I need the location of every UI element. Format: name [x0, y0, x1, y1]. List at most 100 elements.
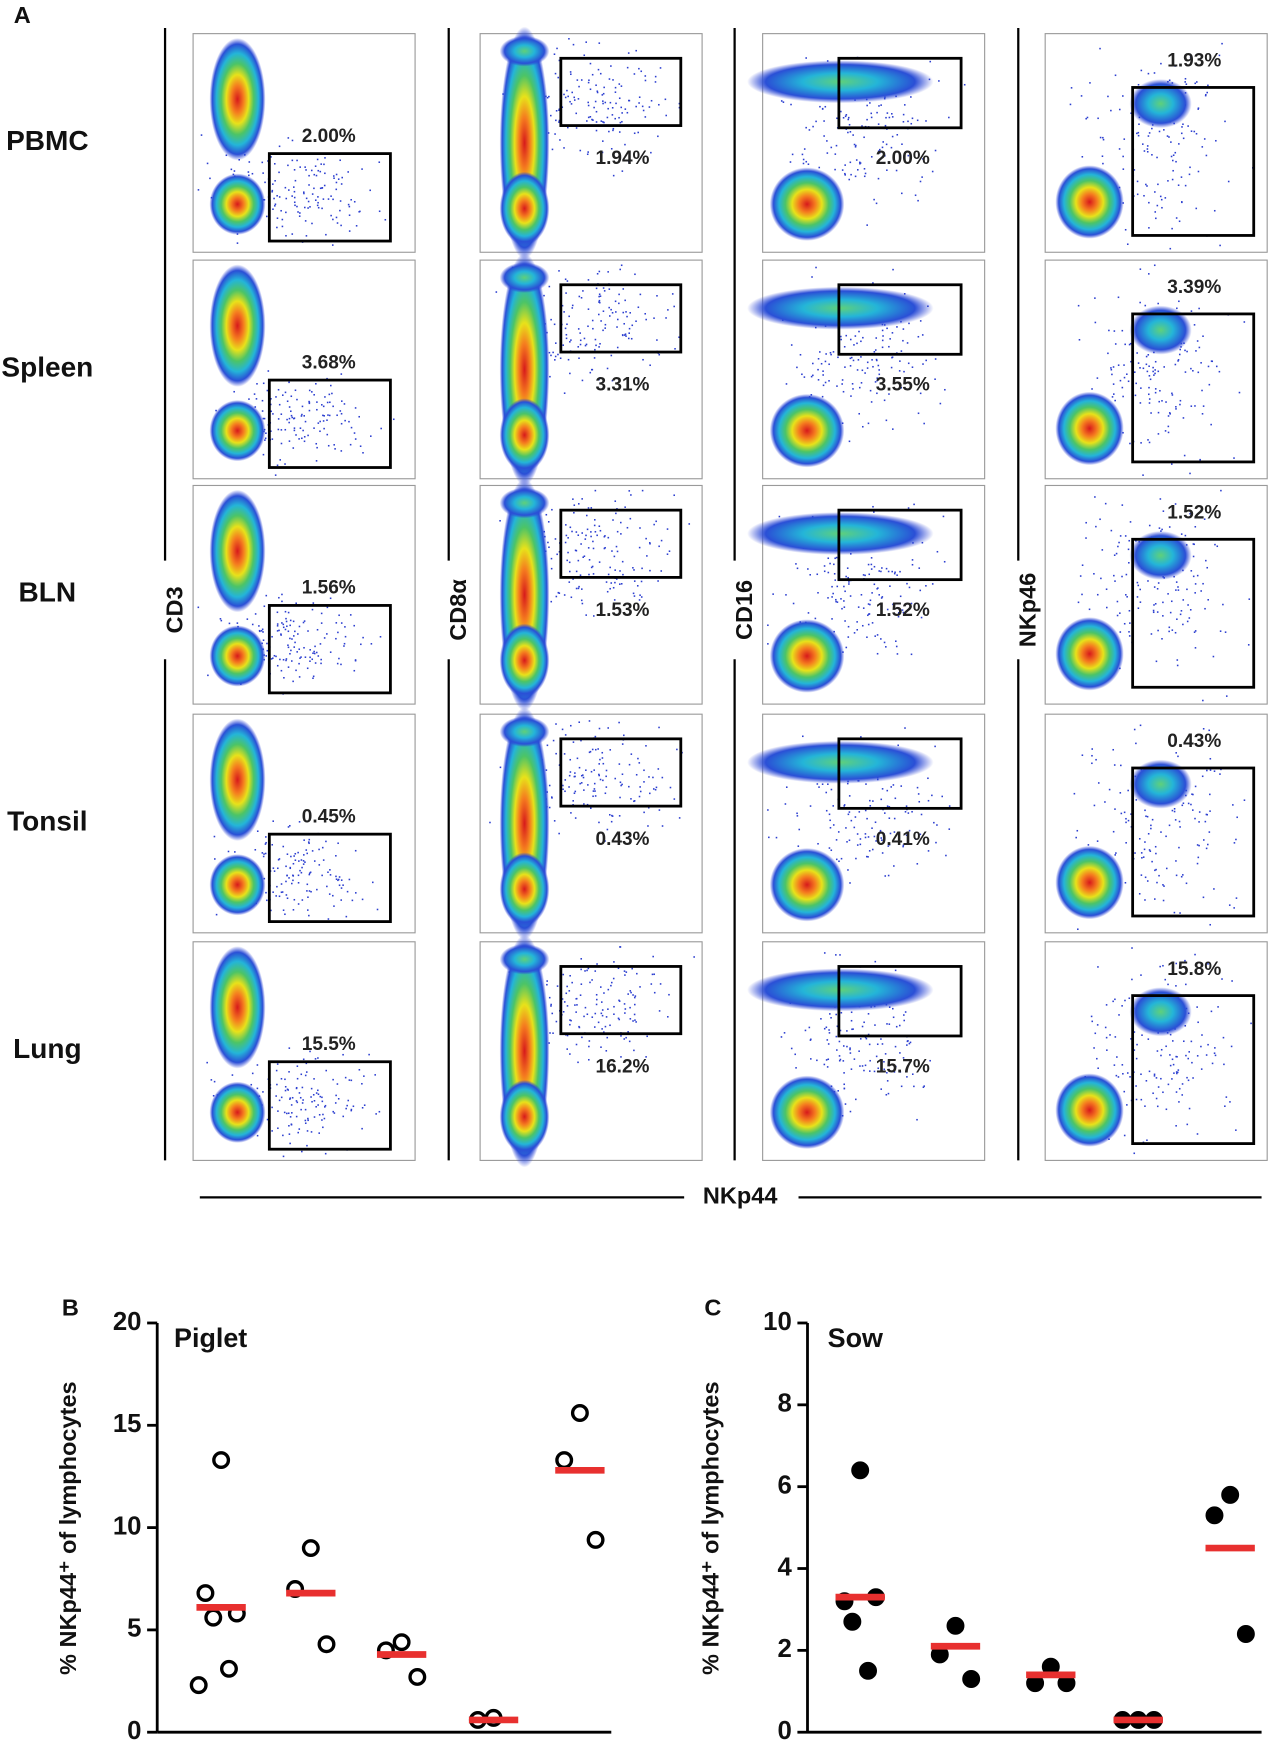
event-dot	[852, 388, 854, 390]
event-dot	[622, 573, 624, 576]
event-dot	[1112, 366, 1115, 368]
event-dot	[848, 440, 851, 443]
event-dot	[1174, 503, 1177, 505]
event-dot	[1187, 1079, 1190, 1082]
event-dot	[1100, 577, 1102, 580]
event-dot	[1147, 832, 1150, 835]
event-dot	[907, 507, 910, 509]
event-dot	[557, 76, 560, 79]
event-dot	[563, 392, 566, 394]
event-dot	[555, 110, 558, 112]
event-dot	[276, 226, 278, 229]
event-dot	[569, 1019, 571, 1021]
event-dot	[1177, 589, 1180, 591]
event-dot	[1194, 583, 1197, 585]
event-dot	[337, 879, 339, 882]
event-dot	[332, 894, 334, 897]
event-dot	[874, 349, 877, 351]
event-dot	[285, 880, 287, 883]
event-dot	[1136, 180, 1139, 183]
event-dot	[1181, 1094, 1184, 1096]
event-dot	[861, 1065, 864, 1067]
event-dot	[559, 357, 562, 360]
event-dot	[248, 174, 250, 177]
event-dot	[1213, 209, 1216, 212]
event-dot	[816, 1059, 818, 1062]
event-dot	[254, 848, 257, 851]
gate	[1131, 86, 1256, 237]
event-dot	[887, 1092, 890, 1095]
event-dot	[657, 768, 660, 770]
event-dot	[894, 1045, 897, 1048]
event-dot	[925, 585, 927, 587]
event-dot	[298, 821, 301, 823]
event-dot	[324, 157, 326, 159]
event-dot	[826, 140, 828, 142]
event-dot	[878, 148, 881, 151]
event-dot	[313, 1116, 316, 1118]
event-dot	[648, 776, 650, 778]
event-dot	[1114, 74, 1117, 77]
event-dot	[362, 451, 364, 454]
event-dot	[350, 1079, 353, 1082]
event-dot	[1112, 1000, 1114, 1003]
event-dot	[291, 882, 293, 885]
event-dot	[361, 1107, 364, 1109]
event-dot	[878, 594, 880, 596]
event-dot	[285, 894, 288, 896]
event-dot	[278, 629, 280, 632]
population	[209, 264, 266, 387]
event-dot	[1180, 875, 1183, 878]
event-dot	[1205, 847, 1208, 850]
event-dot	[630, 337, 633, 340]
event-dot	[293, 429, 296, 432]
event-dot	[1187, 802, 1190, 805]
event-dot	[609, 749, 612, 751]
event-dot	[1186, 350, 1188, 353]
event-dot	[256, 1064, 259, 1066]
event-dot	[290, 395, 293, 398]
event-dot	[648, 106, 651, 108]
event-dot	[1203, 138, 1206, 140]
event-dot	[358, 1068, 361, 1071]
data-point	[212, 1451, 231, 1470]
event-dot	[313, 173, 316, 176]
event-dot	[591, 319, 594, 322]
event-dot	[1101, 155, 1104, 158]
event-dot	[311, 193, 314, 195]
event-dot	[1167, 415, 1170, 417]
event-dot	[872, 282, 874, 284]
event-dot	[321, 1119, 323, 1121]
event-dot	[633, 569, 635, 571]
event-dot	[897, 615, 900, 618]
event-dot	[1168, 526, 1171, 528]
event-dot	[256, 830, 259, 833]
event-dot	[579, 994, 582, 996]
event-dot	[551, 148, 554, 151]
event-dot	[572, 498, 574, 500]
event-dot	[254, 613, 257, 615]
event-dot	[1148, 398, 1151, 400]
event-dot	[869, 599, 872, 602]
event-dot	[1228, 904, 1231, 906]
event-dot	[282, 626, 285, 629]
event-dot	[1130, 813, 1132, 815]
event-dot	[1096, 377, 1099, 379]
event-dot	[1120, 764, 1122, 767]
event-dot	[1175, 406, 1177, 408]
event-dot	[549, 1032, 551, 1034]
event-dot	[902, 328, 905, 330]
event-dot	[1221, 978, 1223, 980]
gate	[267, 832, 392, 924]
event-dot	[809, 574, 811, 576]
event-dot	[301, 437, 303, 440]
event-dot	[900, 350, 903, 352]
event-dot	[290, 1123, 293, 1126]
gate	[559, 56, 683, 127]
event-dot	[867, 836, 870, 838]
event-dot	[935, 841, 937, 844]
event-dot	[568, 570, 571, 573]
event-dot	[361, 168, 363, 170]
event-dot	[678, 817, 681, 819]
event-dot	[849, 595, 852, 597]
